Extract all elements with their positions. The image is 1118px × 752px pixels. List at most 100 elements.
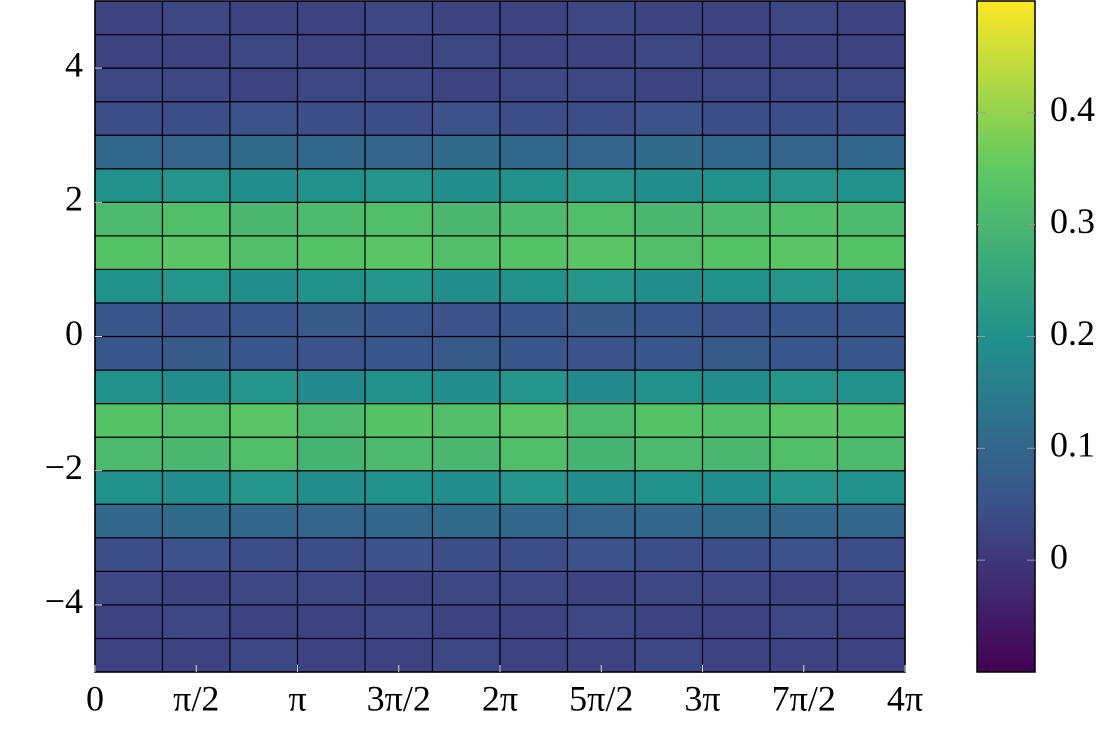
heat-cell [836, 470, 906, 505]
heat-cell [161, 268, 231, 304]
heat-cell [769, 235, 839, 271]
heat-cell [701, 470, 771, 505]
heat-cell [701, 503, 771, 539]
heat-cell [836, 33, 906, 69]
heat-cell [566, 403, 636, 438]
heat-cell [836, 537, 906, 572]
heat-cell [296, 470, 366, 505]
heat-cell [364, 302, 434, 338]
heat-cell [634, 335, 704, 371]
heat-cell [229, 0, 299, 36]
heat-cell [566, 537, 636, 572]
heat-cell [161, 436, 231, 472]
heat-cell [499, 604, 569, 640]
heat-cell [499, 637, 569, 673]
heat-cell [94, 101, 164, 136]
heat-cell [836, 201, 906, 237]
heat-cell [499, 168, 569, 203]
heat-cell [836, 0, 906, 36]
colorbar-tick-label: 0.2 [1050, 313, 1095, 353]
heat-cell [836, 604, 906, 640]
heat-cell [296, 537, 366, 572]
heat-cell [229, 470, 299, 505]
heat-cell [94, 503, 164, 539]
heat-cell [836, 168, 906, 203]
heat-cell [364, 503, 434, 539]
heat-cell [94, 235, 164, 271]
heat-cell [769, 67, 839, 103]
heat-cell [431, 0, 501, 36]
heat-cell [296, 134, 366, 170]
heat-cell [431, 67, 501, 103]
heat-cell [296, 101, 366, 136]
heat-cell [229, 134, 299, 170]
heat-cell [296, 604, 366, 640]
heat-cell [769, 503, 839, 539]
heat-cell [566, 268, 636, 304]
heat-cell [634, 268, 704, 304]
heat-cell [161, 335, 231, 371]
heat-cell [161, 235, 231, 271]
y-tick-label: −4 [45, 581, 83, 621]
heat-cell [94, 335, 164, 371]
heat-cell [769, 101, 839, 136]
heat-cell [364, 436, 434, 472]
heat-cell [499, 33, 569, 69]
heat-cell [94, 302, 164, 338]
heat-cell [701, 201, 771, 237]
heat-cell [229, 403, 299, 438]
colorbar-tick-label: 0 [1050, 536, 1068, 576]
heat-cell [229, 369, 299, 405]
heat-cell [566, 470, 636, 505]
heat-cell [161, 403, 231, 438]
heat-cell [364, 604, 434, 640]
heat-cell [161, 67, 231, 103]
heat-cell [499, 503, 569, 539]
heat-cell [364, 470, 434, 505]
y-tick-label: 4 [65, 44, 83, 84]
heat-cell [836, 369, 906, 405]
heat-cell [431, 335, 501, 371]
heat-cell [94, 67, 164, 103]
heat-cell [634, 369, 704, 405]
heat-cell [296, 403, 366, 438]
heat-cell [161, 168, 231, 203]
colorbar [976, 0, 1036, 673]
heat-cell [701, 0, 771, 36]
heat-cell [296, 168, 366, 203]
heat-cell [499, 436, 569, 472]
heat-cell [701, 604, 771, 640]
heat-cell [566, 201, 636, 237]
heat-cell [499, 101, 569, 136]
heat-cell [94, 637, 164, 673]
heat-cell [229, 503, 299, 539]
heat-cell [431, 369, 501, 405]
heat-cell [701, 302, 771, 338]
heat-cell [431, 235, 501, 271]
heat-cell [836, 302, 906, 338]
x-tick-label: π/2 [173, 678, 219, 718]
heat-cell [229, 537, 299, 572]
heat-cell [566, 436, 636, 472]
heat-cell [836, 436, 906, 472]
heat-cell [229, 268, 299, 304]
heat-cell [364, 134, 434, 170]
heat-cell [296, 436, 366, 472]
heat-cell [836, 637, 906, 673]
heat-cell [364, 67, 434, 103]
heat-cell [634, 101, 704, 136]
heat-cell [229, 168, 299, 203]
heat-cell [499, 268, 569, 304]
heat-cell [364, 168, 434, 203]
heat-cell [296, 637, 366, 673]
heat-cell [364, 235, 434, 271]
heat-cell [431, 201, 501, 237]
y-tick-label: −2 [45, 447, 83, 487]
heat-cell [296, 235, 366, 271]
heat-cell [161, 604, 231, 640]
heat-cell [499, 470, 569, 505]
heat-cell [431, 637, 501, 673]
heat-cell [701, 369, 771, 405]
heat-cell [566, 302, 636, 338]
heat-cell [836, 235, 906, 271]
